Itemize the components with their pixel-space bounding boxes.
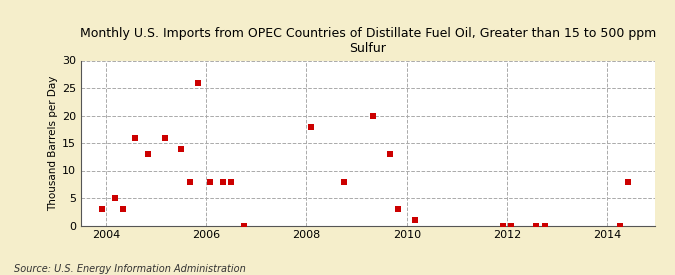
Point — [614, 223, 625, 228]
Point — [368, 113, 379, 118]
Point — [176, 146, 186, 151]
Point — [217, 179, 228, 184]
Point — [506, 223, 516, 228]
Point — [226, 179, 237, 184]
Point — [410, 218, 421, 222]
Point — [497, 223, 508, 228]
Point — [393, 207, 404, 211]
Point — [623, 179, 634, 184]
Y-axis label: Thousand Barrels per Day: Thousand Barrels per Day — [48, 75, 58, 211]
Point — [531, 223, 541, 228]
Point — [339, 179, 350, 184]
Point — [205, 179, 216, 184]
Point — [117, 207, 128, 211]
Point — [385, 152, 396, 156]
Point — [184, 179, 195, 184]
Point — [130, 135, 140, 140]
Point — [159, 135, 170, 140]
Point — [109, 196, 120, 200]
Point — [305, 124, 316, 129]
Text: Source: U.S. Energy Information Administration: Source: U.S. Energy Information Administ… — [14, 264, 245, 274]
Point — [238, 223, 249, 228]
Point — [192, 80, 203, 85]
Title: Monthly U.S. Imports from OPEC Countries of Distillate Fuel Oil, Greater than 15: Monthly U.S. Imports from OPEC Countries… — [80, 27, 656, 55]
Point — [539, 223, 550, 228]
Point — [142, 152, 153, 156]
Point — [97, 207, 107, 211]
